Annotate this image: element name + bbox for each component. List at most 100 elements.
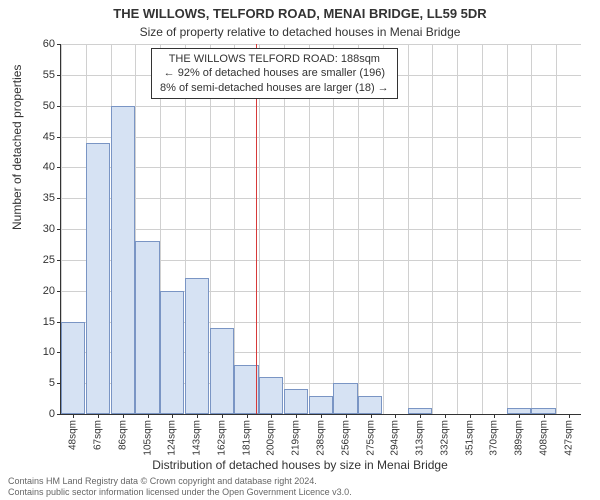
- x-tick-label: 219sqm: [291, 420, 302, 456]
- gridline-h: [61, 198, 581, 199]
- gridline-v: [358, 44, 359, 414]
- x-tick-label: 124sqm: [167, 420, 178, 456]
- gridline-v: [333, 44, 334, 414]
- gridline-h: [61, 167, 581, 168]
- x-tick-label: 408sqm: [538, 420, 549, 456]
- bar: [61, 322, 85, 415]
- chart-subtitle: Size of property relative to detached ho…: [0, 25, 600, 39]
- footer-line: Contains public sector information licen…: [8, 487, 352, 498]
- footer: Contains HM Land Registry data © Crown c…: [8, 476, 352, 498]
- x-tick-mark: [569, 414, 570, 418]
- gridline-v: [284, 44, 285, 414]
- x-tick-mark: [395, 414, 396, 418]
- x-axis-label: Distribution of detached houses by size …: [0, 458, 600, 472]
- bar: [234, 365, 258, 414]
- x-tick-label: 275sqm: [365, 420, 376, 456]
- gridline-h: [61, 106, 581, 107]
- x-tick-label: 294sqm: [390, 420, 401, 456]
- gridline-h: [61, 137, 581, 138]
- x-tick-mark: [172, 414, 173, 418]
- x-tick-label: 427sqm: [563, 420, 574, 456]
- x-tick-label: 162sqm: [216, 420, 227, 456]
- x-tick-label: 370sqm: [489, 420, 500, 456]
- y-tick-label: 45: [43, 131, 55, 143]
- gridline-v: [309, 44, 310, 414]
- x-tick-label: 332sqm: [439, 420, 450, 456]
- x-tick-label: 67sqm: [93, 420, 104, 450]
- bar: [135, 241, 159, 414]
- y-tick-label: 60: [43, 38, 55, 50]
- bar: [185, 278, 209, 414]
- x-tick-mark: [321, 414, 322, 418]
- y-tick-label: 5: [49, 377, 55, 389]
- x-tick-label: 48sqm: [68, 420, 79, 450]
- y-tick-label: 15: [43, 316, 55, 328]
- y-tick-label: 40: [43, 161, 55, 173]
- x-tick-mark: [346, 414, 347, 418]
- x-tick-label: 200sqm: [266, 420, 277, 456]
- annotation-line: 8% of semi-detached houses are larger (1…: [160, 81, 389, 95]
- x-tick-label: 389sqm: [514, 420, 525, 456]
- gridline-v: [408, 44, 409, 414]
- x-tick-mark: [247, 414, 248, 418]
- bar: [111, 106, 135, 414]
- chart-container: THE WILLOWS, TELFORD ROAD, MENAI BRIDGE,…: [0, 0, 600, 500]
- gridline-v: [457, 44, 458, 414]
- x-tick-mark: [197, 414, 198, 418]
- y-tick-label: 20: [43, 285, 55, 297]
- y-tick-label: 50: [43, 100, 55, 112]
- x-tick-label: 238sqm: [316, 420, 327, 456]
- bar: [160, 291, 184, 414]
- gridline-v: [482, 44, 483, 414]
- annotation-box: THE WILLOWS TELFORD ROAD: 188sqm ← 92% o…: [151, 48, 398, 99]
- y-tick-label: 10: [43, 346, 55, 358]
- x-tick-label: 86sqm: [117, 420, 128, 450]
- gridline-v: [383, 44, 384, 414]
- y-tick-label: 0: [49, 408, 55, 420]
- chart-title: THE WILLOWS, TELFORD ROAD, MENAI BRIDGE,…: [0, 0, 600, 23]
- x-tick-mark: [420, 414, 421, 418]
- y-tick-label: 55: [43, 69, 55, 81]
- x-tick-mark: [445, 414, 446, 418]
- y-tick-label: 25: [43, 254, 55, 266]
- x-tick-mark: [494, 414, 495, 418]
- gridline-v: [259, 44, 260, 414]
- footer-line: Contains HM Land Registry data © Crown c…: [8, 476, 352, 487]
- x-tick-label: 351sqm: [464, 420, 475, 456]
- gridline-v: [432, 44, 433, 414]
- x-tick-label: 313sqm: [415, 420, 426, 456]
- x-tick-mark: [148, 414, 149, 418]
- bar: [86, 143, 110, 414]
- x-tick-mark: [222, 414, 223, 418]
- bar: [259, 377, 283, 414]
- annotation-line: THE WILLOWS TELFORD ROAD: 188sqm: [160, 52, 389, 66]
- x-tick-label: 105sqm: [142, 420, 153, 456]
- annotation-line: ← 92% of detached houses are smaller (19…: [160, 66, 389, 80]
- y-tick-label: 35: [43, 192, 55, 204]
- x-tick-mark: [296, 414, 297, 418]
- bar: [284, 389, 308, 414]
- x-tick-mark: [470, 414, 471, 418]
- reference-line: [256, 44, 257, 414]
- gridline-h: [61, 44, 581, 45]
- y-tick-label: 30: [43, 223, 55, 235]
- plot-area: 05101520253035404550556048sqm67sqm86sqm1…: [60, 44, 581, 415]
- y-tick-mark: [57, 414, 61, 415]
- bar: [210, 328, 234, 414]
- x-tick-label: 143sqm: [192, 420, 203, 456]
- bar: [333, 383, 357, 414]
- gridline-v: [556, 44, 557, 414]
- x-tick-mark: [73, 414, 74, 418]
- gridline-h: [61, 229, 581, 230]
- x-tick-mark: [271, 414, 272, 418]
- x-tick-mark: [371, 414, 372, 418]
- y-axis-label: Number of detached properties: [10, 65, 24, 230]
- x-tick-mark: [544, 414, 545, 418]
- gridline-v: [234, 44, 235, 414]
- bar: [358, 396, 382, 415]
- gridline-v: [531, 44, 532, 414]
- x-tick-label: 256sqm: [340, 420, 351, 456]
- x-tick-label: 181sqm: [241, 420, 252, 456]
- bar: [309, 396, 333, 415]
- x-tick-mark: [98, 414, 99, 418]
